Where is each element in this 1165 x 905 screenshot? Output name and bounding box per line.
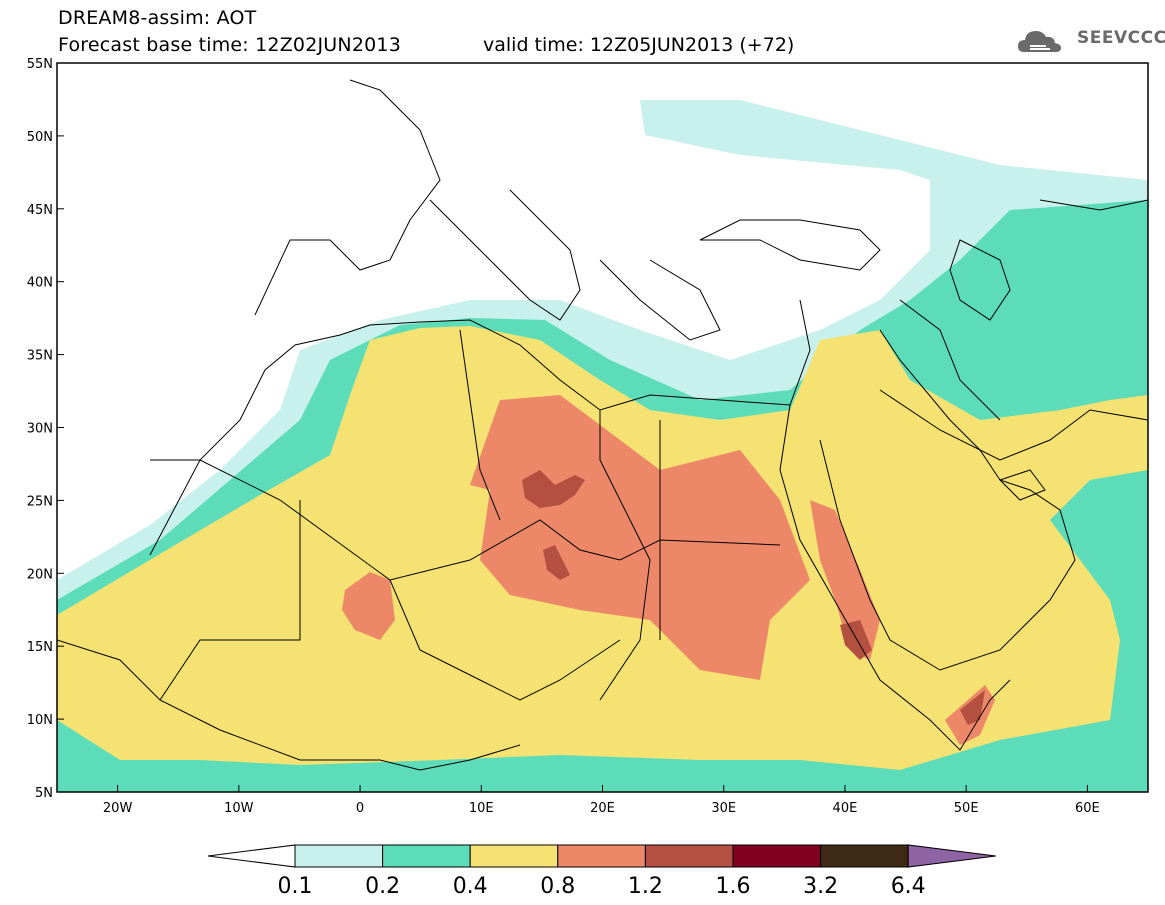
colorbar: 0.1 0.2 0.4 0.8 1.2 1.6 3.2 6.4	[207, 844, 996, 899]
colorbar-swatch	[732, 844, 822, 868]
lon-tick-label: 20W	[103, 801, 133, 816]
aot-band-1.2-c	[840, 620, 872, 660]
colorbar-label: 0.4	[453, 874, 488, 899]
colorbar-label: 1.2	[628, 874, 663, 899]
aot-band-0.8	[470, 395, 810, 680]
colorbar-swatch	[469, 844, 559, 868]
logo-text: SEEVCCC	[1077, 28, 1165, 48]
lon-axis: 20W 10W 0 10E 20E 30E 40E 50E 60E	[103, 785, 1100, 816]
colorbar-under-arrow	[207, 844, 296, 868]
lat-tick-label: 45N	[27, 203, 53, 218]
colorbar-swatch	[382, 844, 471, 868]
lat-tick-label: 35N	[27, 349, 53, 364]
lon-tick-label: 10E	[469, 801, 494, 816]
colorbar-swatch	[294, 844, 384, 868]
lon-tick-label: 10W	[224, 801, 254, 816]
colorbar-swatch	[644, 844, 734, 868]
lat-tick-label: 10N	[27, 713, 53, 728]
lat-tick-label: 55N	[27, 57, 53, 72]
colorbar-swatch	[820, 844, 909, 868]
aot-band-0.8-west	[342, 572, 395, 640]
lat-tick-label: 40N	[27, 276, 53, 291]
colorbar-label: 0.1	[278, 874, 313, 899]
map-title: DREAM8-assim: AOT	[58, 7, 257, 29]
aot-band-0.8-redsea	[810, 500, 880, 660]
lat-axis: 55N 50N 45N 40N 35N 30N 25N 20N 15N 10N 5N	[27, 57, 64, 801]
colorbar-swatch	[557, 844, 646, 868]
valid-time: valid time: 12Z05JUN2013 (+72)	[483, 34, 795, 56]
forecast-base-time: Forecast base time: 12Z02JUN2013	[58, 34, 401, 56]
colorbar-label: 0.8	[540, 874, 575, 899]
lon-tick-label: 40E	[833, 801, 858, 816]
aot-band-0.1-north	[640, 100, 1000, 180]
lat-tick-label: 15N	[27, 640, 53, 655]
aot-band-1.2-d	[960, 690, 985, 725]
colorbar-label: 3.2	[803, 874, 838, 899]
lat-tick-label: 20N	[27, 567, 53, 582]
colorbar-label: 6.4	[891, 874, 926, 899]
lon-tick-label: 50E	[954, 801, 979, 816]
cloud-logo-icon	[1018, 31, 1061, 52]
aot-band-1.2	[522, 470, 585, 508]
lat-tick-label: 30N	[27, 422, 53, 437]
colorbar-over-arrow	[907, 844, 996, 868]
lon-tick-label: 60E	[1075, 801, 1100, 816]
lat-tick-label: 50N	[27, 130, 53, 145]
coastlines	[57, 79, 1148, 771]
lat-tick-label: 25N	[27, 494, 53, 509]
colorbar-label: 0.2	[365, 874, 400, 899]
aot-contours	[57, 100, 1148, 792]
lon-tick-label: 20E	[590, 801, 615, 816]
lon-tick-label: 0	[356, 801, 364, 816]
colorbar-label: 1.6	[716, 874, 751, 899]
lat-tick-label: 5N	[35, 786, 53, 801]
lon-tick-label: 30E	[711, 801, 736, 816]
aot-band-1.2-b	[543, 545, 570, 580]
